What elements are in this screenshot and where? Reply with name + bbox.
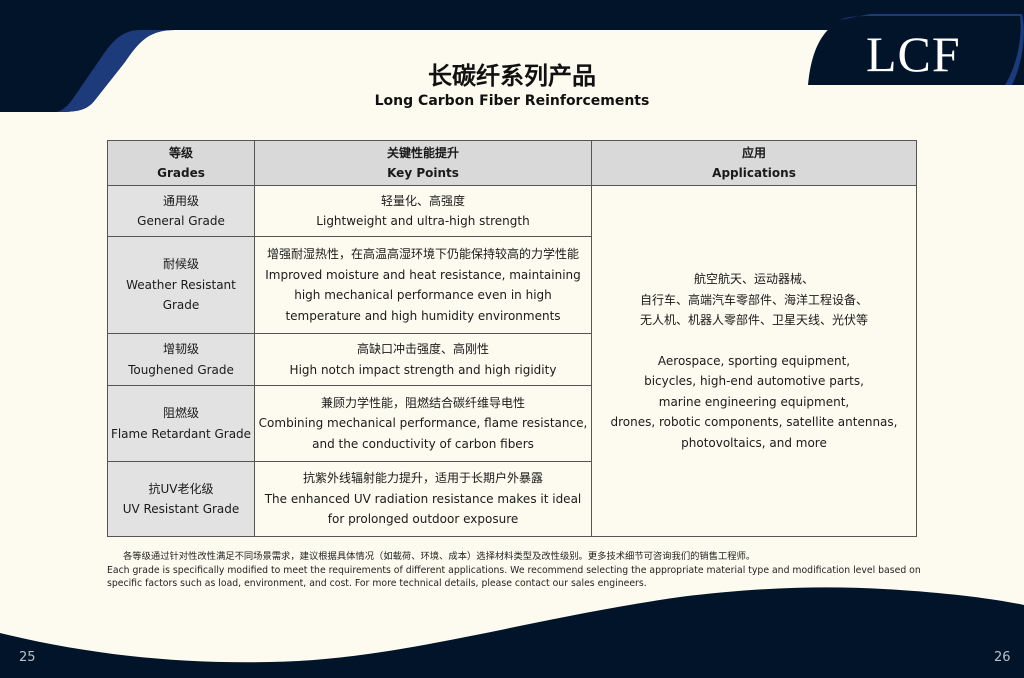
key-points-cell: 高缺口冲击强度、高刚性 High notch impact strength an…: [254, 333, 592, 386]
grade-zh: 通用级: [162, 193, 199, 208]
key-zh: 增强耐湿热性，在高温高湿环境下仍能保持较高的力学性能: [266, 247, 579, 261]
table-row: 耐候级 Weather Resistant Grade 增强耐湿热性，在高温高湿环…: [107, 236, 917, 334]
page-number-left: 25: [19, 650, 36, 665]
key-en: Improved moisture and heat resistance, m…: [265, 267, 581, 323]
table-row: 阻燃级 Flame Retardant Grade 兼顾力学性能，阻燃结合碳纤维导…: [107, 385, 917, 462]
grade-zh: 阻燃级: [162, 406, 199, 420]
application-en-line: bicycles, high-end automotive parts,: [644, 374, 864, 388]
page-number-right: 26: [994, 650, 1011, 665]
grade-en: Toughened Grade: [128, 362, 234, 377]
key-zh: 兼顾力学性能，阻燃结合碳纤维导电性: [320, 395, 525, 410]
application-en-line: drones, robotic components, satellite an…: [610, 415, 898, 429]
application-en-line: photovoltaics, and more: [681, 435, 827, 450]
footnote-en: Each grade is specifically modified to m…: [107, 564, 921, 590]
application-en-line: marine engineering equipment,: [658, 394, 850, 409]
application-zh-line: 航空航天、运动器械、: [693, 272, 814, 286]
grade-cell: 通用级 General Grade: [107, 185, 255, 237]
key-en: Lightweight and ultra-high strength: [316, 214, 530, 228]
key-en: The enhanced UV radiation resistance mak…: [264, 491, 582, 527]
grade-zh: 抗UV老化级: [148, 481, 214, 496]
grade-en: Weather Resistant Grade: [126, 277, 236, 313]
page-title: 长碳纤系列产品: [428, 62, 596, 90]
header-grades: 等级 Grades: [107, 140, 255, 186]
grade-zh: 耐候级: [162, 257, 199, 272]
key-en: Combining mechanical performance, flame …: [258, 416, 588, 451]
applications-cell: 航空航天、运动器械、 自行车、高端汽车零部件、海洋工程设备、 无人机、机器人零部…: [591, 185, 917, 537]
header-en: Grades: [157, 166, 205, 180]
table-row: 抗UV老化级 UV Resistant Grade 抗紫外线辐射能力提升，适用于长…: [107, 461, 917, 537]
product-grades-table: 等级 Grades 关键性能提升 Key Points 应用 Applications…: [107, 140, 917, 537]
grade-cell: 耐候级 Weather Resistant Grade: [107, 236, 255, 334]
grade-cell: 增韧级 Toughened Grade: [107, 333, 255, 386]
application-zh-line: 自行车、高端汽车零部件、海洋工程设备、: [639, 292, 868, 307]
grade-cell: 抗UV老化级 UV Resistant Grade: [107, 461, 255, 537]
grade-en: Flame Retardant Grade: [110, 426, 252, 441]
header-key-points: 关键性能提升 Key Points: [254, 140, 592, 186]
key-points-cell: 增强耐湿热性，在高温高湿环境下仍能保持较高的力学性能 Improved moist…: [254, 236, 592, 334]
grade-zh: 增韧级: [162, 342, 199, 356]
lcf-logo: LCF: [866, 26, 961, 82]
key-points-cell: 兼顾力学性能，阻燃结合碳纤维导电性 Combining mechanical pe…: [254, 385, 592, 462]
header-applications: 应用 Applications: [591, 140, 917, 186]
header-zh: 应用: [741, 145, 766, 160]
table-row: 通用级 General Grade 轻量化、高强度 Lightweight and …: [107, 185, 917, 537]
footnote: 各等级通过针对性改性满足不同场景需求，建议根据具体情况（如载荷、环境、成本）选择…: [107, 550, 922, 591]
grade-cell: 阻燃级 Flame Retardant Grade: [107, 385, 255, 462]
key-zh: 轻量化、高强度: [380, 193, 465, 208]
key-zh: 高缺口冲击强度、高刚性: [356, 342, 489, 356]
key-points-cell: 抗紫外线辐射能力提升，适用于长期户外暴露 The enhanced UV radi…: [254, 461, 592, 537]
key-points-cell: 轻量化、高强度 Lightweight and ultra-high streng…: [254, 185, 592, 237]
header-zh: 关键性能提升: [386, 145, 459, 160]
application-zh-line: 无人机、机器人零部件、卫星天线、光伏等: [639, 313, 868, 327]
key-zh: 抗紫外线辐射能力提升，适用于长期户外暴露: [302, 471, 543, 486]
footnote-zh: 各等级通过针对性改性满足不同场景需求，建议根据具体情况（如载荷、环境、成本）选择…: [123, 551, 756, 562]
grade-en: UV Resistant Grade: [122, 502, 240, 516]
page-subtitle: Long Carbon Fiber Reinforcements: [374, 93, 650, 109]
grade-en: General Grade: [137, 214, 225, 228]
application-en-line: Aerospace, sporting equipment,: [657, 353, 851, 368]
header-en: Applications: [712, 166, 796, 180]
key-en: High notch impact strength and high rigi…: [289, 362, 557, 377]
table-header-row: 等级 Grades 关键性能提升 Key Points 应用 Applications: [107, 140, 917, 186]
header-en: Key Points: [387, 166, 459, 180]
header-zh: 等级: [168, 145, 193, 160]
